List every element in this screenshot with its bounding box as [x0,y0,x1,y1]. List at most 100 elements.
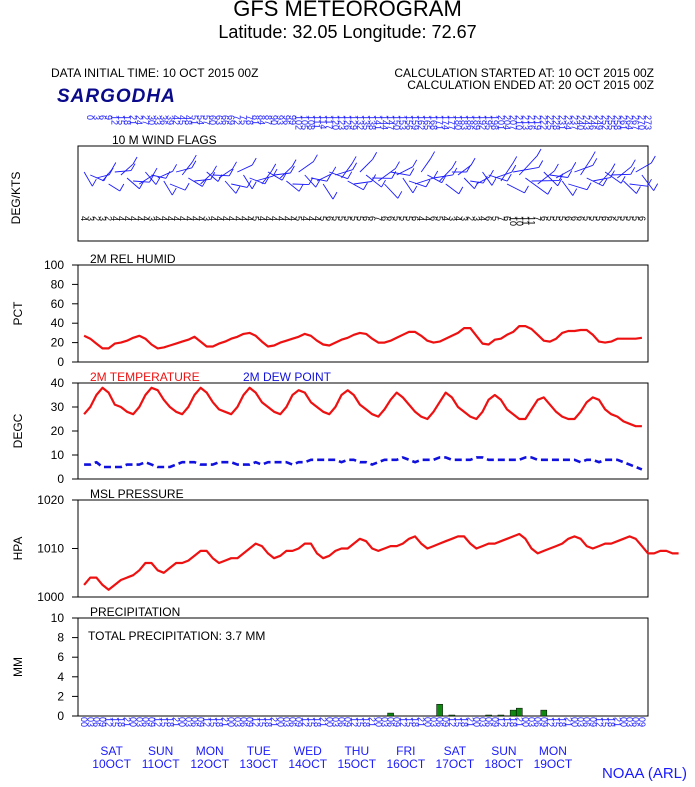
y-axis-label: DEGC [11,413,25,448]
wind-barb-flag [433,170,439,179]
forecast-hour-label: 204 [502,115,512,130]
wind-barb-flag [308,177,314,185]
wind-barb [114,170,132,173]
forecast-hour-label: 15 [116,115,126,125]
wind-speed-label: 4 [453,216,463,221]
wind-barb [151,174,167,179]
wind-speed-label: 11 [520,216,530,225]
wind-barb-flag [191,154,197,163]
y-tick-label: 2 [57,689,64,703]
hour-tick-label: 03 [281,717,291,727]
wind-barb [500,163,514,182]
forecast-hour-label: 129 [349,115,359,130]
wind-barb [286,180,300,192]
wind-barb-flag [395,161,400,169]
wind-speed-label: 5 [251,216,261,221]
wind-barb [83,171,93,187]
wind-barb [427,174,443,184]
hour-tick-label: 03 [576,717,586,727]
forecast-hour-label: 6 [97,115,107,120]
wind-barb-flag [536,148,542,157]
hour-tick-label: 00 [569,717,579,727]
wind-barb [543,171,558,187]
hour-tick-label: 03 [527,717,537,727]
forecast-hour-label: 252 [600,115,610,130]
hour-tick-label: 00 [79,717,89,727]
wind-barb-flag [139,181,144,189]
wind-barb [243,174,253,190]
precip-bar [540,709,548,717]
hour-tick-label: 09 [196,717,206,727]
wind-barb-flag [592,158,598,166]
hour-tick-label: 12 [202,717,212,727]
forecast-hour-label: 147 [385,115,395,130]
wind-barb-flag [547,186,553,195]
hour-tick-label: 06 [91,717,101,727]
wind-barb [574,164,594,173]
wind-barb-flag [409,168,415,176]
wind-barb [641,174,655,191]
wind-barb-flag [184,182,190,191]
wind-speed-label: 7 [496,216,506,221]
wind-barb-flag [381,179,386,188]
wind-barb-flag [441,175,447,183]
hour-tick-label: 21 [318,717,328,727]
series-line [84,456,643,471]
y-tick-label: 0 [57,709,64,723]
hour-tick-label: 06 [337,717,347,727]
day-date-label: 15OCT [337,757,376,771]
wind-speed-label: 7 [533,216,543,221]
wind-barb [206,171,219,182]
wind-barb [494,171,512,179]
wind-speed-label: 6 [324,216,334,221]
hour-tick-label: 18 [116,717,126,727]
wind-speed-label: 2 [465,216,475,221]
wind-barb [255,175,274,182]
wind-barb [396,166,413,176]
wind-barb [598,170,612,185]
day-date-label: 19OCT [534,757,573,771]
wind-barb-flag [567,170,573,178]
forecast-hour-label: 261 [618,115,628,130]
hour-tick-label: 21 [514,717,524,727]
wind-speed-label: 10 [514,216,524,226]
precip-bar [485,714,492,717]
hour-tick-label: 18 [214,717,224,727]
wind-barb [194,178,211,182]
forecast-hour-label: 72 [232,115,242,125]
wind-speed-label: 5 [404,216,414,221]
wind-speed-label: 4 [177,216,187,221]
wind-speed-label: 4 [140,216,150,221]
forecast-hour-label: 93 [275,115,285,125]
wind-speed-label: 4 [441,216,451,221]
panel-title: PRECIPITATION [90,605,180,619]
wind-speed-label: 4 [214,216,224,221]
wind-barb [267,171,283,181]
panel-title: MSL PRESSURE [90,487,184,501]
forecast-hour-label: 189 [471,115,481,130]
wind-speed-label: 4 [300,216,310,221]
wind-barb-flag [264,176,270,185]
wind-barb-flag [132,156,138,165]
data-initial-time: DATA INITIAL TIME: 10 OCT 2015 00Z [51,66,259,80]
wind-barb-flag [119,183,125,192]
wind-barb-flag [412,159,418,168]
forecast-hour-label: 132 [355,115,365,130]
wind-speed-label: 4 [232,216,242,221]
wind-barb-flag [312,154,318,162]
hour-tick-label: 21 [416,717,426,727]
wind-barb [537,170,555,185]
hour-tick-label: 00 [520,717,530,727]
wind-barb [126,177,140,190]
hour-tick-label: 15 [159,717,169,727]
forecast-hour-label: 63 [214,115,224,125]
wind-barb [274,172,291,176]
wind-barb-flag [291,159,297,167]
wind-barb [212,174,230,177]
y-tick-label: 80 [51,277,65,291]
wind-barb [561,180,574,196]
hour-tick-label: 09 [147,717,157,727]
y-axis-label: PCT [11,301,25,326]
day-date-label: 17OCT [436,757,475,771]
hour-tick-label: 15 [208,717,218,727]
